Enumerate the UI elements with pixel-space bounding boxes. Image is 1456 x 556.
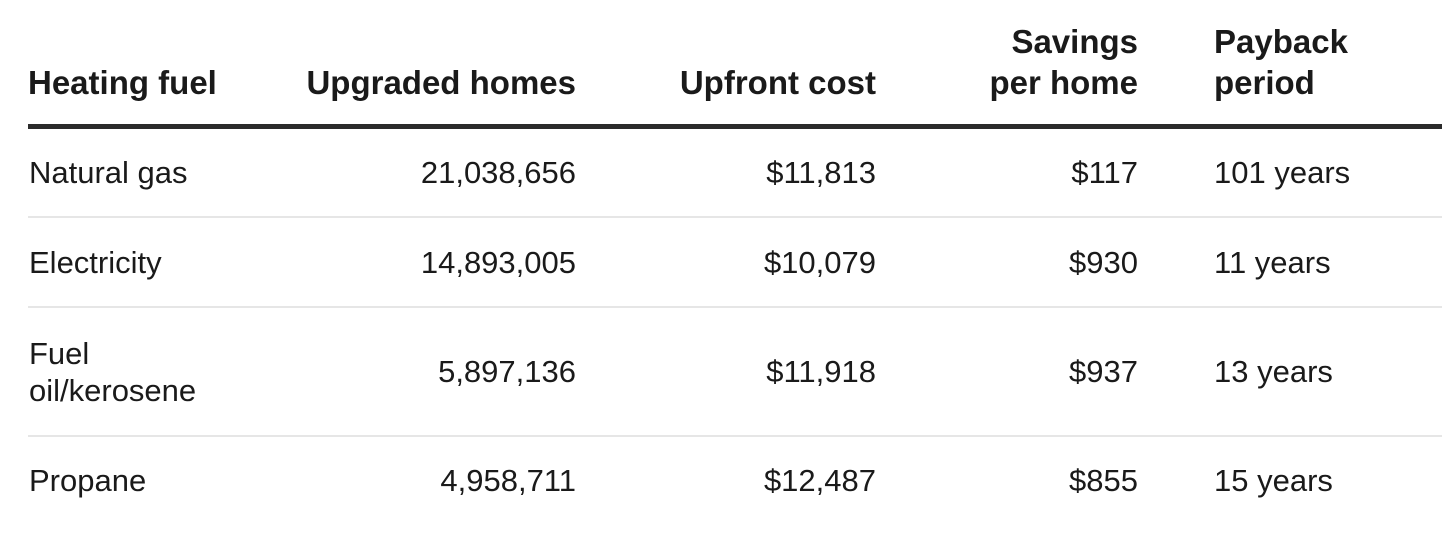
cell-heating-fuel: Natural gas: [28, 126, 286, 218]
cell-heating-fuel: Fuel oil/kerosene: [28, 307, 286, 437]
header-upfront-cost-label: Upfront cost: [679, 64, 876, 101]
cell-payback-period: 13 years: [1138, 307, 1442, 437]
cell-payback-period: 15 years: [1214, 462, 1333, 498]
cell-upfront-cost: $12,487: [763, 462, 876, 498]
cell-payback-period: 11 years: [1138, 217, 1442, 308]
header-savings-per-home: Savings per home: [876, 0, 1138, 129]
header-savings-line2: per home: [989, 64, 1138, 101]
header-savings-line1: Savings: [1011, 23, 1138, 60]
cell-upgraded-homes: 4,958,711: [286, 436, 576, 523]
header-row: Heating fuel Upgraded homes Upfront cost…: [28, 0, 1442, 129]
cell-heating-fuel: Electricity: [28, 217, 286, 308]
header-payback-line1: Payback: [1214, 23, 1348, 60]
cell-upgraded-homes: 21,038,656: [286, 126, 576, 218]
header-payback-period: Payback period: [1138, 0, 1442, 129]
heating-fuel-table: Heating fuel Upgraded homes Upfront cost…: [28, 0, 1442, 523]
header-heating-fuel-label: Heating fuel: [28, 64, 217, 101]
upgraded-homes-value: 14,893,005: [420, 244, 576, 280]
upgraded-homes-value: 4,958,711: [440, 462, 576, 498]
table-row: Natural gas 21,038,656 $11,813 $117 101 …: [28, 126, 1442, 218]
cell-upfront-cost: $10,079: [576, 217, 876, 308]
cell-upgraded-homes: 14,893,005: [286, 217, 576, 308]
header-payback-line2: period: [1214, 64, 1315, 101]
upgraded-homes-value: 21,038,656: [420, 155, 576, 190]
table-header: Heating fuel Upgraded homes Upfront cost…: [28, 0, 1442, 129]
cell-savings-per-home: $855: [1069, 462, 1138, 498]
header-heating-fuel: Heating fuel: [28, 0, 286, 129]
table-row: Fuel oil/kerosene 5,897,136 $11,918 $937…: [28, 307, 1442, 437]
header-upfront-cost: Upfront cost: [576, 0, 876, 129]
cell-heating-fuel: Propane: [29, 462, 147, 498]
cell-savings-per-home: $930: [876, 217, 1138, 308]
cell-upfront-cost: $11,918: [576, 307, 876, 437]
header-upgraded-homes-label: Upgraded homes: [306, 64, 576, 101]
header-upgraded-homes: Upgraded homes: [286, 0, 576, 129]
table-body: Natural gas 21,038,656 $11,813 $117 101 …: [28, 126, 1442, 524]
cell-payback-period: 101 years: [1138, 126, 1442, 218]
cell-savings-per-home: $937: [876, 307, 1138, 437]
cell-savings-per-home: $117: [876, 126, 1138, 218]
upgraded-homes-value: 5,897,136: [438, 354, 576, 389]
cell-upfront-cost: $11,813: [576, 126, 876, 218]
cell-upgraded-homes: 5,897,136: [286, 307, 576, 437]
table-row: Electricity 14,893,005 $10,079 $930 11 y…: [28, 217, 1442, 308]
table-row: Propane 4,958,711 $12,487 $855 15 years: [28, 436, 1442, 523]
heating-fuel-table-container: Heating fuel Upgraded homes Upfront cost…: [28, 0, 1442, 523]
